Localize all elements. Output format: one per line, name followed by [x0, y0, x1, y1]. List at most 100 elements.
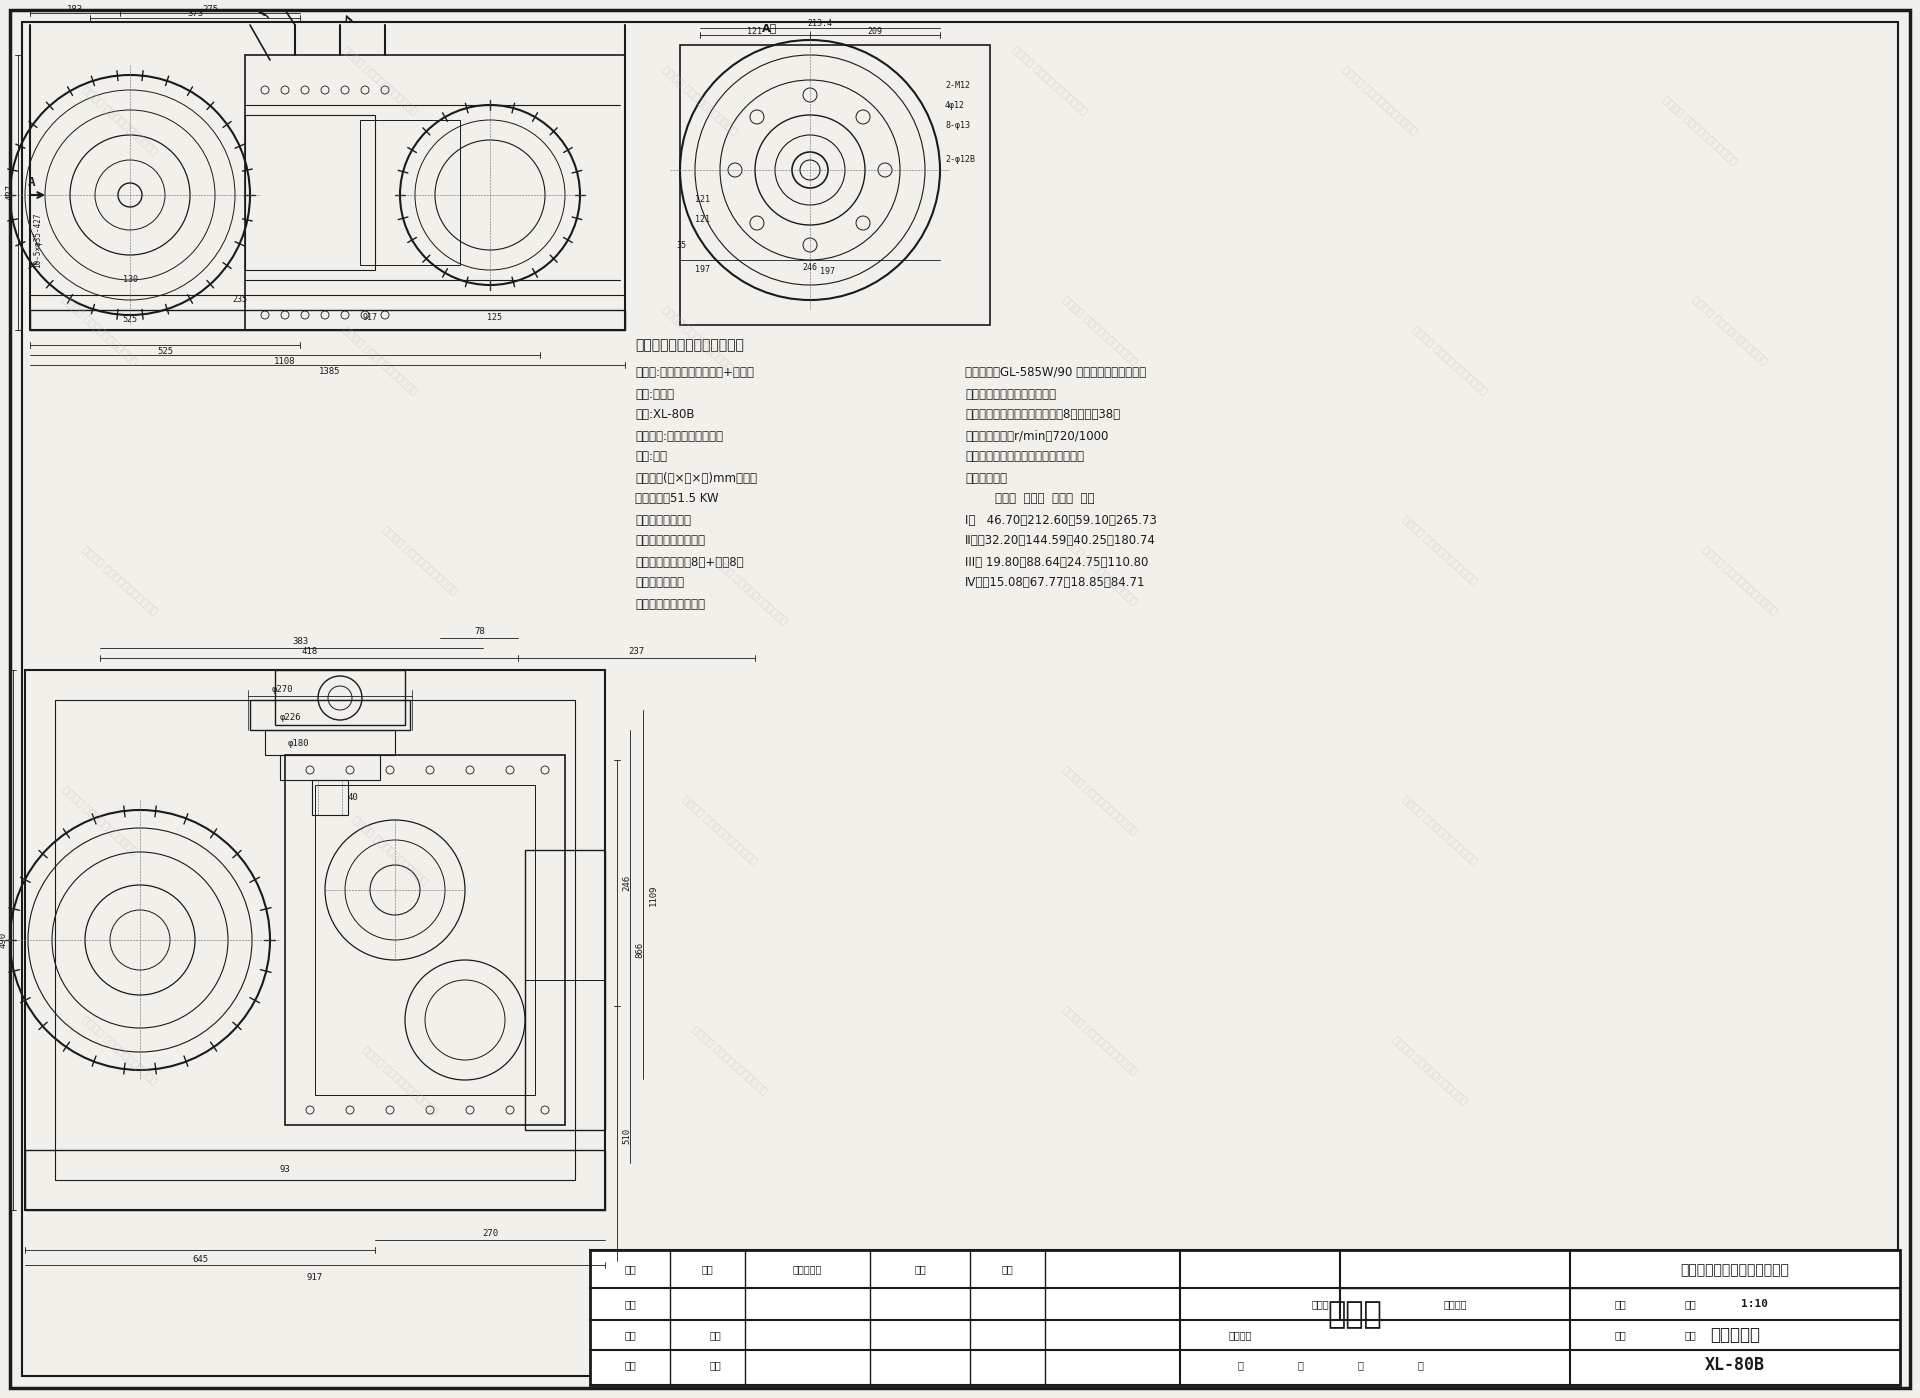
Text: 重量: 重量 — [1615, 1329, 1626, 1341]
Text: 40: 40 — [348, 793, 359, 801]
Text: 246: 246 — [622, 875, 632, 891]
Text: 湖州双力 自动化科技装备有限公司: 湖州双力 自动化科技装备有限公司 — [1692, 294, 1770, 366]
Text: 1109: 1109 — [649, 885, 657, 906]
Bar — [246, 115, 374, 270]
Bar — [275, 670, 405, 726]
Text: 快进；  慢进；  快退；  慢退: 快进； 慢进； 快退； 慢退 — [966, 492, 1094, 506]
Text: 适用型式:橡胶履带式拖拉机: 适用型式:橡胶履带式拖拉机 — [636, 429, 724, 443]
Text: A: A — [29, 176, 35, 189]
Text: 4φ12: 4φ12 — [945, 101, 966, 109]
Text: 8-φ13: 8-φ13 — [945, 120, 970, 130]
Text: 78: 78 — [474, 628, 486, 636]
Text: 237: 237 — [628, 647, 643, 657]
Text: 270: 270 — [482, 1229, 497, 1239]
Text: 额定功率：51.5 KW: 额定功率：51.5 KW — [636, 492, 718, 506]
Bar — [31, 310, 626, 330]
Text: 湖州双力 自动化科技装备有限公司: 湖州双力 自动化科技装备有限公司 — [61, 784, 140, 856]
Text: 设计: 设计 — [624, 1299, 636, 1309]
Text: 工艺: 工艺 — [624, 1360, 636, 1370]
Text: 130: 130 — [123, 275, 138, 285]
Text: II档：32.20；144.59；40.25；180.74: II档：32.20；144.59；40.25；180.74 — [966, 534, 1156, 548]
Text: 换档形式：手动: 换档形式：手动 — [636, 576, 684, 590]
Text: 日期: 日期 — [708, 1329, 720, 1341]
Text: 润滑方式：GL-585W/90 重负荷车辆齿轮油润滑: 润滑方式：GL-585W/90 重负荷车辆齿轮油润滑 — [966, 366, 1146, 379]
Text: 动力输出轴形式：独立式（花键8齿，外径38）: 动力输出轴形式：独立式（花键8齿，外径38） — [966, 408, 1119, 422]
Bar — [280, 755, 380, 780]
Text: 履带拖拉机变速箱技术参数：: 履带拖拉机变速箱技术参数： — [636, 338, 743, 352]
Text: 设计值:变速箱总成（变速箱+后桥）: 设计值:变速箱总成（变速箱+后桥） — [636, 366, 755, 379]
Text: 246: 246 — [803, 263, 818, 271]
Text: 121: 121 — [695, 215, 710, 225]
Bar — [265, 730, 396, 755]
Text: 签字: 签字 — [914, 1264, 925, 1274]
Text: 湖州双力 自动化科技装备有限公司: 湖州双力 自动化科技装备有限公司 — [1010, 43, 1089, 116]
Text: 外廓尺寸(长×宽×高)mm：见图: 外廓尺寸(长×宽×高)mm：见图 — [636, 471, 756, 485]
Text: 动力输出轴旋向：顺时针（面向轴端）: 动力输出轴旋向：顺时针（面向轴端） — [966, 450, 1085, 464]
Bar — [25, 670, 605, 1211]
Text: 日期: 日期 — [708, 1360, 720, 1370]
Bar — [315, 786, 536, 1095]
Text: 525: 525 — [123, 316, 138, 324]
Text: 湖州双力 自动化科技装备有限公司: 湖州双力 自动化科技装备有限公司 — [81, 544, 159, 617]
Text: 品牌:星力牌: 品牌:星力牌 — [636, 387, 674, 400]
Bar — [524, 850, 605, 1130]
Text: 1385: 1385 — [319, 366, 340, 376]
Text: 湖州双力 自动化科技装备有限公司: 湖州双力 自动化科技装备有限公司 — [1411, 324, 1490, 396]
Bar — [361, 120, 461, 266]
Text: 湖州双力 自动化科技装备有限公司: 湖州双力 自动化科技装备有限公司 — [691, 1023, 770, 1096]
Text: 页: 页 — [1298, 1360, 1304, 1370]
Text: 制动形式：湿式多片式: 制动形式：湿式多片式 — [636, 534, 705, 548]
Text: 型号:XL-80B: 型号:XL-80B — [636, 408, 695, 422]
Text: 525: 525 — [157, 347, 173, 355]
Text: 418: 418 — [301, 647, 319, 657]
Text: 用途:农用: 用途:农用 — [636, 450, 666, 464]
Text: 213.4: 213.4 — [808, 20, 833, 28]
Text: 行走传动比：: 行走传动比： — [966, 471, 1006, 485]
Text: 209: 209 — [868, 27, 883, 35]
Text: 动力输出轴转速r/min：720/1000: 动力输出轴转速r/min：720/1000 — [966, 429, 1108, 443]
Text: 35: 35 — [676, 240, 685, 249]
Text: 标准化: 标准化 — [1311, 1299, 1329, 1309]
Text: 427: 427 — [6, 185, 15, 200]
Text: 第: 第 — [1357, 1360, 1363, 1370]
Text: 235: 235 — [232, 295, 248, 305]
Text: 共: 共 — [1236, 1360, 1242, 1370]
Text: 645: 645 — [192, 1255, 207, 1265]
Text: 197: 197 — [695, 266, 710, 274]
Text: 10-5×φ35-427: 10-5×φ35-427 — [33, 212, 42, 268]
Text: 审核: 审核 — [624, 1329, 636, 1341]
Text: φ226: φ226 — [280, 713, 301, 723]
Text: 183: 183 — [67, 4, 83, 14]
Text: 湖州双力 自动化科技装备有限公司: 湖州双力 自动化科技装备有限公司 — [81, 84, 159, 157]
Bar — [25, 1151, 605, 1211]
Text: 组合件: 组合件 — [1327, 1300, 1382, 1329]
Text: 湖州双力 自动化科技装备有限公司: 湖州双力 自动化科技装备有限公司 — [1400, 514, 1480, 586]
Text: φ180: φ180 — [288, 738, 309, 748]
Text: 湖州双力 自动化科技装备有限公司: 湖州双力 自动化科技装备有限公司 — [1390, 1035, 1469, 1106]
Text: 悬挂装置形式：后置三点悬挂: 悬挂装置形式：后置三点悬挂 — [966, 387, 1056, 400]
Text: 湖州双力 自动化科技装备有限公司: 湖州双力 自动化科技装备有限公司 — [680, 794, 760, 867]
Text: 变速箱总图: 变速箱总图 — [1711, 1325, 1761, 1343]
Text: 湖州双力 自动化科技装备有限公司: 湖州双力 自动化科技装备有限公司 — [1661, 94, 1740, 166]
Text: 湖州双力 自动化科技装备有限公司: 湖州双力 自动化科技装备有限公司 — [710, 554, 789, 626]
Text: 湖州双力 自动化科技装备有限公司: 湖州双力 自动化科技装备有限公司 — [340, 43, 419, 116]
Text: 275: 275 — [202, 4, 219, 14]
Text: 93: 93 — [280, 1166, 290, 1174]
Text: A向: A向 — [762, 22, 778, 34]
Text: 917: 917 — [307, 1272, 323, 1282]
Text: 510: 510 — [622, 1128, 632, 1144]
Text: 湖州双力 自动化科技装备有限公司: 湖州双力 自动化科技装备有限公司 — [380, 524, 459, 596]
Text: 湖州双力 自动化科技装备有限公司: 湖州双力 自动化科技装备有限公司 — [81, 1014, 159, 1086]
Text: 917: 917 — [363, 313, 378, 322]
Text: 湖州双力 自动化科技装备有限公司: 湖州双力 自动化科技装备有限公司 — [1340, 64, 1419, 136]
Text: 121: 121 — [695, 196, 710, 204]
Text: 383: 383 — [292, 637, 307, 646]
Text: 2-φ12B: 2-φ12B — [945, 155, 975, 165]
Text: IV档：15.08；67.77；18.85；84.71: IV档：15.08；67.77；18.85；84.71 — [966, 576, 1146, 590]
Text: I档   46.70；212.60；59.10；265.73: I档 46.70；212.60；59.10；265.73 — [966, 513, 1158, 527]
Text: 日期: 日期 — [1000, 1264, 1014, 1274]
Text: φ270: φ270 — [273, 685, 294, 695]
Text: 湖州双力 自动化科技装备有限公司: 湖州双力 自动化科技装备有限公司 — [1400, 794, 1480, 867]
Text: 2-M12: 2-M12 — [945, 81, 970, 89]
Text: 比例: 比例 — [1684, 1329, 1695, 1341]
